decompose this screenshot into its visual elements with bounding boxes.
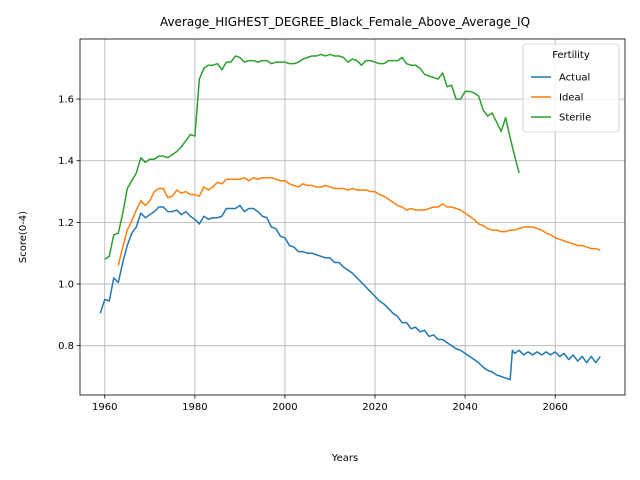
y-tick-label: 1.2 <box>58 218 74 229</box>
legend: Fertility Actual Ideal Sterile <box>522 43 620 133</box>
legend-label-ideal: Ideal <box>559 93 583 104</box>
y-tick-label: 1.6 <box>58 95 74 106</box>
series-line-ideal <box>117 176 601 266</box>
ticks: 1960 1980 2000 2020 2040 2060 0.8 1.0 1.2 1.4 1.6 <box>58 95 568 413</box>
series-line-actual <box>99 204 601 381</box>
x-tick-label: 1960 <box>92 402 117 413</box>
y-tick-label: 1.4 <box>58 156 74 167</box>
legend-title: Fertility <box>552 50 590 61</box>
series-layer <box>99 53 601 381</box>
x-axis-label: Years <box>331 453 358 464</box>
chart-title: Average_HIGHEST_DEGREE_Black_Female_Abov… <box>160 15 530 29</box>
x-tick-label: 2060 <box>542 402 567 413</box>
y-tick-label: 1.0 <box>58 280 74 291</box>
legend-box <box>522 43 620 133</box>
y-tick-label: 0.8 <box>58 341 74 352</box>
x-tick-label: 2040 <box>452 402 477 413</box>
x-tick-label: 2020 <box>362 402 387 413</box>
series-line-sterile <box>104 53 520 260</box>
legend-label-actual: Actual <box>559 73 590 84</box>
plot-frame <box>79 38 626 396</box>
legend-label-sterile: Sterile <box>559 113 591 124</box>
x-tick-label: 1980 <box>182 402 207 413</box>
x-tick-label: 2000 <box>272 402 297 413</box>
y-axis-label: Score(0-4) <box>18 211 29 263</box>
